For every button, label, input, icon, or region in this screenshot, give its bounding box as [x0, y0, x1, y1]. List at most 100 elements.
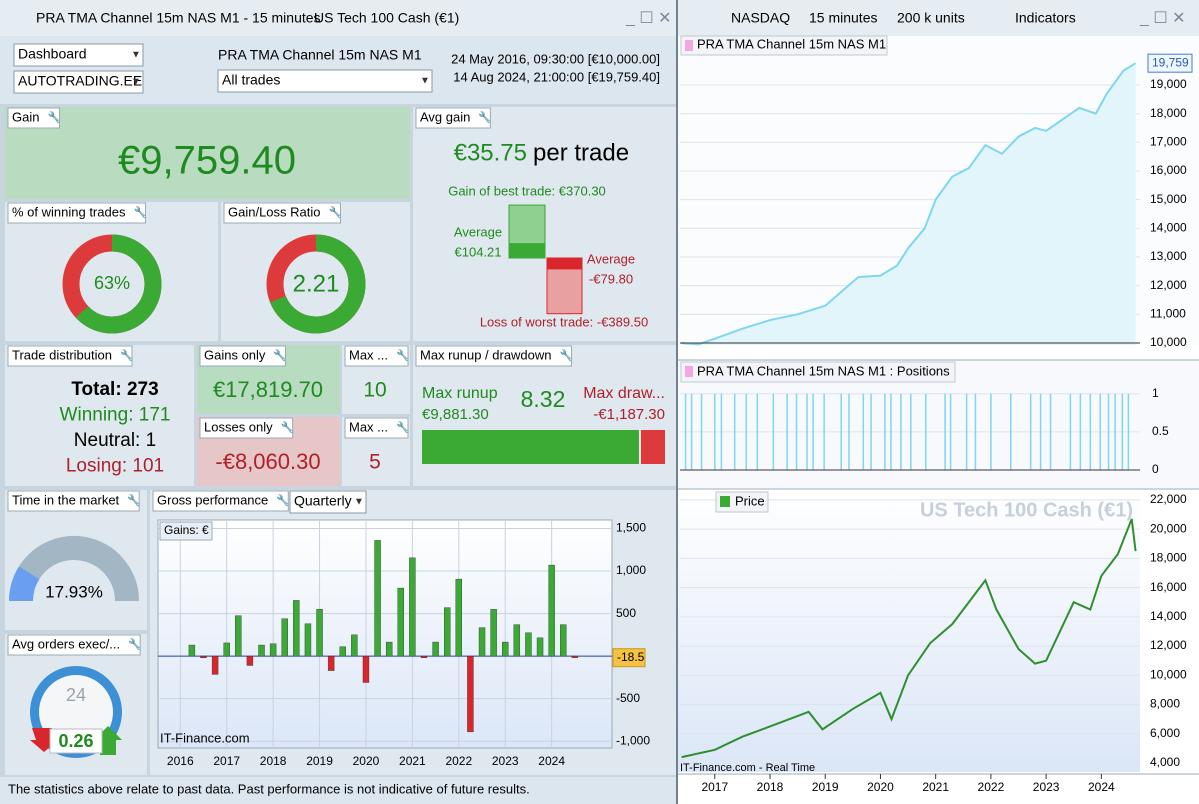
x-tick-label: 2020 [353, 754, 380, 768]
avg-orders-value: 0.26 [58, 731, 93, 751]
select-value: AUTOTRADING.EE [18, 73, 142, 89]
bar [502, 641, 509, 657]
y-tick-label: 18,000 [1150, 551, 1187, 565]
x-tick-label: 2020 [867, 780, 894, 794]
drawdown-bar [640, 430, 665, 464]
panel-tag: Trade distribution [12, 347, 112, 362]
bar [397, 587, 404, 657]
y-tick-label: 14,000 [1150, 609, 1187, 623]
source: IT-Finance.com - Real Time [680, 762, 815, 774]
bar [536, 637, 544, 657]
distribution-row: Winning: 171 [60, 405, 171, 426]
distribution-row: Total: 273 [71, 379, 158, 400]
x-tick-label: 2018 [757, 780, 784, 794]
current-value-box [1147, 53, 1193, 73]
y-tick-label: 1 [1152, 386, 1159, 400]
bar [420, 655, 428, 659]
select[interactable] [289, 490, 367, 514]
y-tick-label: 11,000 [1150, 306, 1186, 320]
losses-only-value: -€8,060.30 [215, 449, 320, 474]
y-tick-label: 16,000 [1150, 163, 1187, 177]
y-tick-label: 10,000 [1150, 335, 1187, 349]
y-tick-label: 0.5 [1152, 424, 1169, 438]
avg-gain-suffix: per trade [533, 139, 629, 166]
line [681, 518, 1137, 759]
panel-tag-box [7, 107, 60, 129]
select-value: All trades [222, 72, 280, 88]
panel-tag: Time in the market [12, 492, 120, 507]
distribution-label: Winning: [60, 405, 134, 426]
max-wins: 10 [363, 379, 386, 402]
panel-tag: Gross performance [157, 492, 268, 507]
bar [478, 627, 486, 657]
worst-trade: Loss of worst trade: -€389.50 [480, 314, 648, 329]
wrench-icon: 🔧 [276, 493, 290, 507]
panel-tag-box [7, 345, 133, 367]
window-buttons[interactable]: _ ☐ ✕ [625, 10, 672, 27]
bar [560, 624, 567, 657]
avg-loss-bar [547, 258, 582, 270]
bar [304, 623, 312, 657]
avg-gain-value: €35.75 [454, 139, 527, 166]
bar [513, 624, 521, 657]
panel-tag: Gain [12, 109, 39, 124]
panel [5, 345, 194, 486]
select-arrow: ▼ [131, 50, 141, 61]
strategy-name: PRA TMA Channel 15m NAS M1 [218, 47, 422, 63]
wrench-icon: 🔧 [396, 348, 410, 362]
best-trade: Gain of best trade: €370.30 [448, 183, 606, 198]
axis-label: Gains: € [164, 523, 209, 537]
end-date: 14 Aug 2024, 21:00:00 [€19,759.40] [453, 69, 660, 84]
select[interactable] [13, 70, 144, 94]
wrench-icon: 🔧 [329, 205, 343, 219]
toolbar-item: 15 minutes [809, 10, 877, 26]
select-value: Quarterly [294, 493, 352, 509]
title-bar [0, 0, 676, 36]
area [681, 63, 1136, 345]
bar [327, 655, 335, 671]
legend-swatch [685, 40, 693, 51]
y-tick-label: 12,000 [1150, 278, 1187, 292]
toolbar-item: 200 k units [897, 10, 965, 26]
y-tick-label: 14,000 [1150, 220, 1187, 234]
distribution-value: 101 [132, 456, 164, 477]
panel-tag-box [7, 490, 140, 512]
panel [5, 107, 410, 199]
donut-win [266, 234, 366, 334]
x-tick-label: 2018 [260, 754, 287, 768]
select[interactable] [217, 69, 433, 93]
gain-value: €9,759.40 [118, 139, 296, 183]
start-date: 24 May 2016, 09:30:00 [€10,000.00] [451, 51, 660, 66]
y-tick-label: 12,000 [1150, 638, 1187, 652]
runup-value: €9,881.30 [422, 406, 489, 423]
bar [432, 641, 439, 657]
bar [490, 609, 497, 657]
select[interactable] [13, 43, 144, 67]
panel-tag-box [415, 107, 491, 129]
footer: The statistics above relate to past data… [8, 781, 530, 796]
panel-tag: Max runup / drawdown [420, 347, 552, 362]
wrench-icon: 🔧 [478, 110, 492, 124]
bar [467, 655, 474, 733]
legend-swatch [720, 496, 730, 507]
ratio-value: 2.21 [293, 270, 340, 297]
y-tick-label: 1,000 [616, 563, 646, 577]
window-buttons[interactable]: _ ☐ ✕ [1139, 10, 1186, 27]
x-tick-label: 2019 [306, 754, 333, 768]
panel-tag-box [344, 417, 409, 439]
avg-win: €104.21 [455, 244, 502, 259]
wrench-icon: 🔧 [120, 348, 134, 362]
panel-tag-box [7, 634, 141, 656]
current-value-box [612, 648, 646, 668]
y-tick-label: 10,000 [1150, 667, 1187, 681]
bar [351, 634, 358, 657]
panel-tag-box [223, 202, 341, 224]
plot-area [157, 519, 613, 749]
bar [316, 609, 323, 657]
winning-value: 63% [94, 273, 130, 293]
x-tick-label: 2023 [492, 754, 519, 768]
current-value: -18.5 [617, 650, 645, 664]
panel-tag: Avg orders exec/... [12, 636, 120, 651]
x-tick-label: 2017 [701, 780, 728, 794]
toolbar [678, 0, 1199, 36]
